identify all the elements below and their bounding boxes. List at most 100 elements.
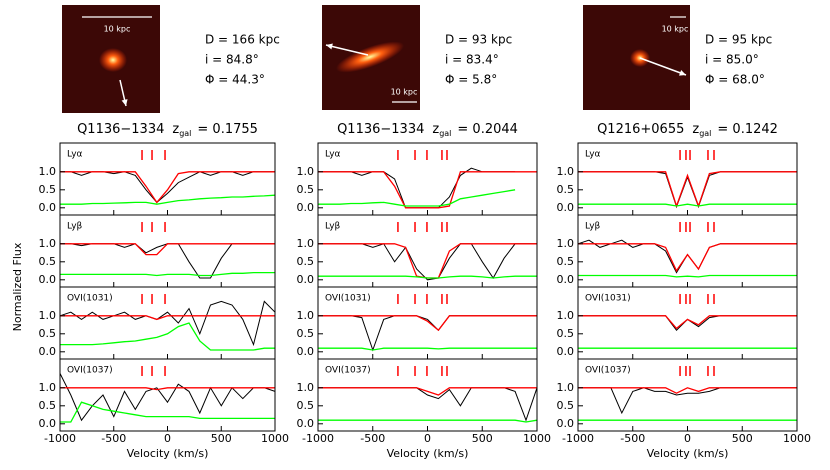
panel-label: Lyα [325, 150, 341, 160]
z-sub: gal [699, 129, 711, 138]
spectrum-line [318, 243, 537, 279]
spectrum-line [578, 243, 797, 273]
y-tick-label: 0.0 [297, 273, 315, 286]
panel-label: Lyα [67, 150, 83, 160]
x-tick-label: 500 [732, 432, 753, 445]
y-tick-label: 0.5 [557, 327, 575, 340]
spectrum-line [318, 189, 516, 207]
x-tick-label: 500 [211, 432, 232, 445]
panel-label: Lyβ [67, 222, 83, 232]
y-tick-label: 0.0 [557, 417, 575, 430]
x-tick-label: 1000 [261, 432, 289, 445]
galaxy-info: Φ = 68.0° [705, 73, 765, 87]
spectrum-line [318, 171, 537, 209]
spectrum-line [59, 373, 276, 422]
spectrum-line [60, 194, 276, 205]
arrow-head [326, 43, 333, 50]
z-sub: gal [179, 129, 191, 138]
y-tick-label: 0.5 [297, 255, 315, 268]
y-tick-label: 0.5 [39, 255, 57, 268]
y-tick-label: 0.5 [39, 183, 57, 196]
y-tick-label: 1.0 [297, 309, 315, 322]
panel-title: Q1136−1334 zgal = 0.2044 [337, 122, 518, 138]
spectrum-line [578, 203, 797, 207]
y-tick-label: 0.0 [557, 273, 575, 286]
direction-arrow [325, 44, 369, 56]
spectrum-line [578, 387, 797, 394]
galaxy-info: Φ = 5.8° [445, 73, 497, 87]
y-tick-label: 0.5 [557, 399, 575, 412]
y-tick-label: 0.5 [557, 183, 575, 196]
panel-label: OVI(1031) [325, 294, 371, 304]
z-sub: gal [439, 129, 451, 138]
quasar-name: Q1136−1334 [77, 122, 164, 137]
spectrum-line [60, 322, 275, 351]
y-tick-label: 0.0 [39, 417, 57, 430]
z-value: = 0.2044 [457, 122, 518, 137]
x-tick-label: -1000 [562, 432, 594, 445]
panel-label: OVI(1031) [67, 294, 113, 304]
spectrum-line [60, 387, 275, 391]
panel-label: Lyβ [325, 222, 341, 232]
scale-label: 10 kpc [104, 25, 131, 34]
spectrum-line [60, 243, 275, 256]
panel-label: Lyα [585, 150, 601, 160]
z-value: = 0.1755 [197, 122, 258, 137]
x-tick-label: 1000 [523, 432, 551, 445]
galaxy [335, 41, 405, 73]
spectrum-line [318, 347, 537, 351]
panel-label: OVI(1037) [67, 366, 113, 376]
y-tick-label: 1.0 [39, 381, 57, 394]
spectrum-line [318, 387, 537, 396]
quasar-name: Q1216+0655 [597, 122, 684, 137]
y-tick-label: 0.5 [297, 327, 315, 340]
scale-label: 10 kpc [391, 88, 418, 97]
y-tick-label: 0.5 [297, 399, 315, 412]
panel-title: Q1136−1334 zgal = 0.1755 [77, 122, 258, 138]
panel-frame [59, 142, 276, 216]
galaxy-info: i = 83.4° [445, 53, 499, 67]
x-tick-label: -1000 [44, 432, 76, 445]
panel-label: Lyβ [585, 222, 601, 232]
y-tick-label: 0.0 [297, 201, 315, 214]
y-tick-label: 1.0 [39, 165, 57, 178]
spectrum-line [60, 171, 275, 204]
y-tick-label: 0.5 [39, 399, 57, 412]
x-tick-label: -1000 [302, 432, 334, 445]
y-axis-label: Normalized Flux [11, 242, 24, 331]
y-tick-label: 0.0 [39, 345, 57, 358]
x-axis-label: Velocity (km/s) [387, 447, 469, 460]
y-tick-label: 1.0 [557, 237, 575, 250]
y-tick-label: 1.0 [39, 237, 57, 250]
spectrum-line [318, 275, 537, 279]
spectrum-line [318, 419, 538, 423]
y-tick-label: 0.5 [39, 327, 57, 340]
spectrum-line [318, 167, 516, 209]
galaxy-info: D = 95 kpc [705, 33, 772, 47]
y-tick-label: 0.0 [297, 345, 315, 358]
y-tick-label: 1.0 [39, 309, 57, 322]
spectrum-line [578, 315, 797, 330]
galaxy [99, 48, 127, 72]
x-tick-label: -500 [620, 432, 645, 445]
x-tick-label: 0 [684, 432, 691, 445]
spectrum-line [578, 315, 797, 331]
spectrum-line [318, 387, 538, 422]
y-tick-label: 0.5 [557, 255, 575, 268]
y-tick-label: 1.0 [557, 381, 575, 394]
spectrum-line [60, 315, 275, 321]
galaxy-info: D = 166 kpc [205, 33, 280, 47]
arrow-head [121, 99, 128, 106]
z-value: = 0.1242 [717, 122, 778, 137]
y-tick-label: 0.0 [557, 201, 575, 214]
galaxy-info: i = 84.8° [205, 53, 259, 67]
y-tick-label: 0.0 [39, 273, 57, 286]
scale-label: 10 kpc [662, 25, 689, 34]
y-tick-label: 1.0 [297, 381, 315, 394]
arrow-head [679, 69, 686, 76]
z-label: z [172, 122, 179, 137]
spectrum-line [59, 300, 276, 347]
quasar-name: Q1136−1334 [337, 122, 424, 137]
spectrum-line [318, 315, 537, 332]
spectrum-line [60, 401, 275, 423]
